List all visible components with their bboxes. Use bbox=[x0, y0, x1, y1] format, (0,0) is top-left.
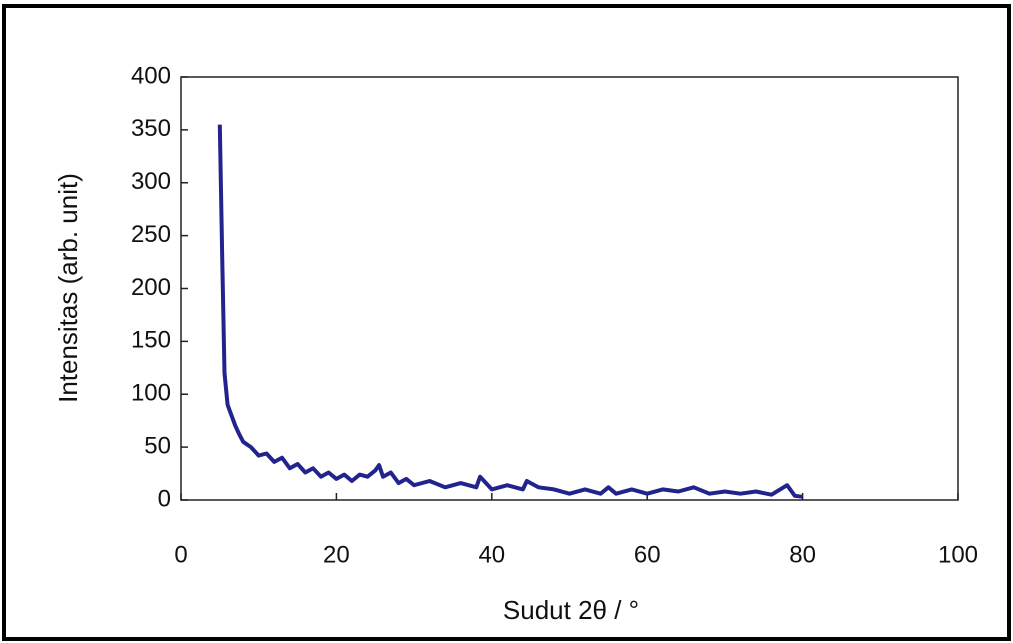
data-line bbox=[217, 124, 803, 499]
y-axis-label: Intensitas (arb. unit) bbox=[53, 173, 83, 403]
x-tick-label: 0 bbox=[174, 541, 187, 568]
y-tick-label: 150 bbox=[131, 327, 171, 354]
x-tick-label: 100 bbox=[938, 541, 978, 568]
outer-frame bbox=[2, 4, 1011, 641]
y-tick-label: 250 bbox=[131, 221, 171, 248]
y-tick-label: 400 bbox=[131, 62, 171, 89]
y-tick-label: 100 bbox=[131, 380, 171, 407]
y-tick-label: 50 bbox=[144, 432, 171, 459]
y-tick-label: 0 bbox=[158, 485, 171, 512]
x-axis-label: Sudut 2θ / ° bbox=[503, 595, 639, 625]
x-tick-label: 60 bbox=[634, 541, 661, 568]
x-tick-label: 20 bbox=[323, 541, 350, 568]
y-tick-label: 350 bbox=[131, 115, 171, 142]
plot-frame bbox=[180, 76, 959, 501]
x-tick-label: 40 bbox=[478, 541, 505, 568]
x-tick-label: 80 bbox=[789, 541, 816, 568]
y-tick-label: 300 bbox=[131, 168, 171, 195]
y-tick-label: 200 bbox=[131, 274, 171, 301]
